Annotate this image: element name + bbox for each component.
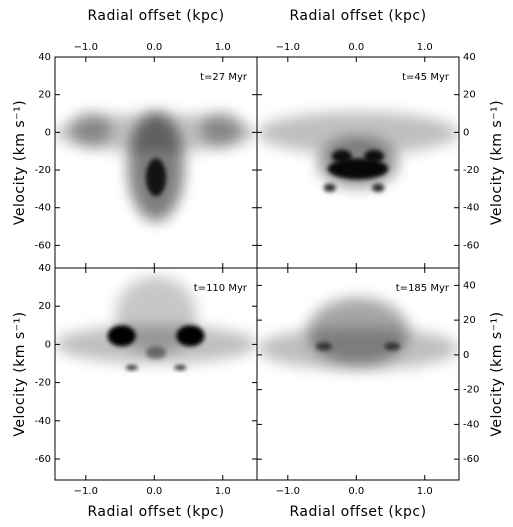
x-axis-label: Radial offset (kpc) (87, 504, 224, 520)
y-axis-label: Velocity (km s⁻¹) (489, 100, 505, 225)
y-tick-label: 40 (38, 263, 51, 274)
y-tick-label: -60 (463, 240, 479, 251)
y-tick-label: 0 (45, 339, 51, 350)
y-tick-label: 20 (38, 301, 51, 312)
y-tick-label: -20 (35, 165, 51, 176)
y-tick-label: -40 (463, 203, 479, 214)
intensity-map (55, 276, 257, 371)
intensity-blob (107, 325, 136, 347)
panel: −1.0 0.0 1.0 40 20 0 -20 -40 -60 t=185 Myr Radial … (256, 267, 505, 520)
x-tick-label: 0.0 (348, 486, 364, 497)
y-tick-label: -40 (35, 203, 51, 214)
annotation: t=110 Myr (194, 283, 248, 294)
intensity-blob (372, 183, 385, 193)
x-tick-label: −1.0 (74, 486, 98, 497)
x-tick-label: 0.0 (146, 486, 162, 497)
y-tick-label: 20 (463, 90, 476, 101)
y-tick-label: -20 (35, 378, 51, 389)
x-tick-label: −1.0 (74, 42, 98, 53)
x-tick-label: 1.0 (417, 42, 433, 53)
intensity-blob (174, 365, 187, 371)
y-tick-label: -60 (463, 454, 479, 465)
intensity-map (257, 111, 459, 193)
x-axis-label: Radial offset (kpc) (289, 8, 426, 24)
annotation: t=45 Myr (402, 72, 450, 83)
annotation: t=27 Myr (200, 72, 248, 83)
x-tick-label: 1.0 (215, 42, 231, 53)
x-tick-label: 0.0 (146, 42, 162, 53)
intensity-blob (115, 276, 197, 353)
panel: −1.0 0.0 1.0 40 20 0 -20 -40 -60 t=27 Myr Radial o… (12, 8, 258, 269)
intensity-blob (145, 346, 167, 360)
y-tick-label: 40 (38, 52, 51, 63)
intensity-blob (200, 111, 241, 146)
intensity-blob (125, 365, 138, 371)
intensity-blob (323, 183, 336, 193)
annotation: t=185 Myr (396, 283, 450, 294)
x-tick-label: −1.0 (276, 42, 300, 53)
intensity-blob (257, 111, 459, 155)
y-tick-label: 0 (463, 350, 469, 361)
intensity-blob (384, 342, 401, 351)
intensity-blob (145, 158, 167, 197)
intensity-blob (331, 149, 352, 163)
y-axis-label: Velocity (km s⁻¹) (12, 100, 28, 225)
y-tick-label: 0 (45, 127, 51, 138)
y-tick-label: -40 (463, 419, 479, 430)
y-tick-label: 0 (463, 127, 469, 138)
intensity-blob (327, 158, 389, 180)
y-tick-label: -40 (35, 416, 51, 427)
y-axis-label: Velocity (km s⁻¹) (489, 311, 505, 436)
y-tick-label: 40 (463, 52, 476, 63)
y-tick-label: -60 (35, 454, 51, 465)
x-axis-label: Radial offset (kpc) (289, 504, 426, 520)
intensity-blob (307, 297, 409, 366)
y-tick-label: -60 (35, 240, 51, 251)
panel: −1.0 0.0 1.0 40 20 0 -20 -40 -60 t=45 Myr Radial o… (256, 8, 505, 269)
intensity-blob (176, 325, 205, 347)
x-tick-label: −1.0 (276, 486, 300, 497)
intensity-blob (315, 342, 332, 351)
panel: −1.0 0.0 1.0 40 20 0 -20 -40 -60 t=110 Myr Radial … (12, 263, 258, 520)
x-tick-label: 0.0 (348, 42, 364, 53)
x-tick-label: 1.0 (417, 486, 433, 497)
intensity-blob (364, 149, 385, 163)
intensity-map (55, 111, 257, 222)
intensity-blob (71, 111, 112, 146)
x-tick-label: 1.0 (215, 486, 231, 497)
y-tick-label: -20 (463, 165, 479, 176)
panel-frame (256, 267, 460, 481)
y-tick-label: 20 (38, 90, 51, 101)
x-axis-label: Radial offset (kpc) (87, 8, 224, 24)
intensity-map (257, 297, 459, 370)
y-axis-label: Velocity (km s⁻¹) (12, 311, 28, 436)
y-tick-label: -20 (463, 385, 479, 396)
y-tick-label: 40 (463, 280, 476, 291)
y-tick-label: 20 (463, 315, 476, 326)
